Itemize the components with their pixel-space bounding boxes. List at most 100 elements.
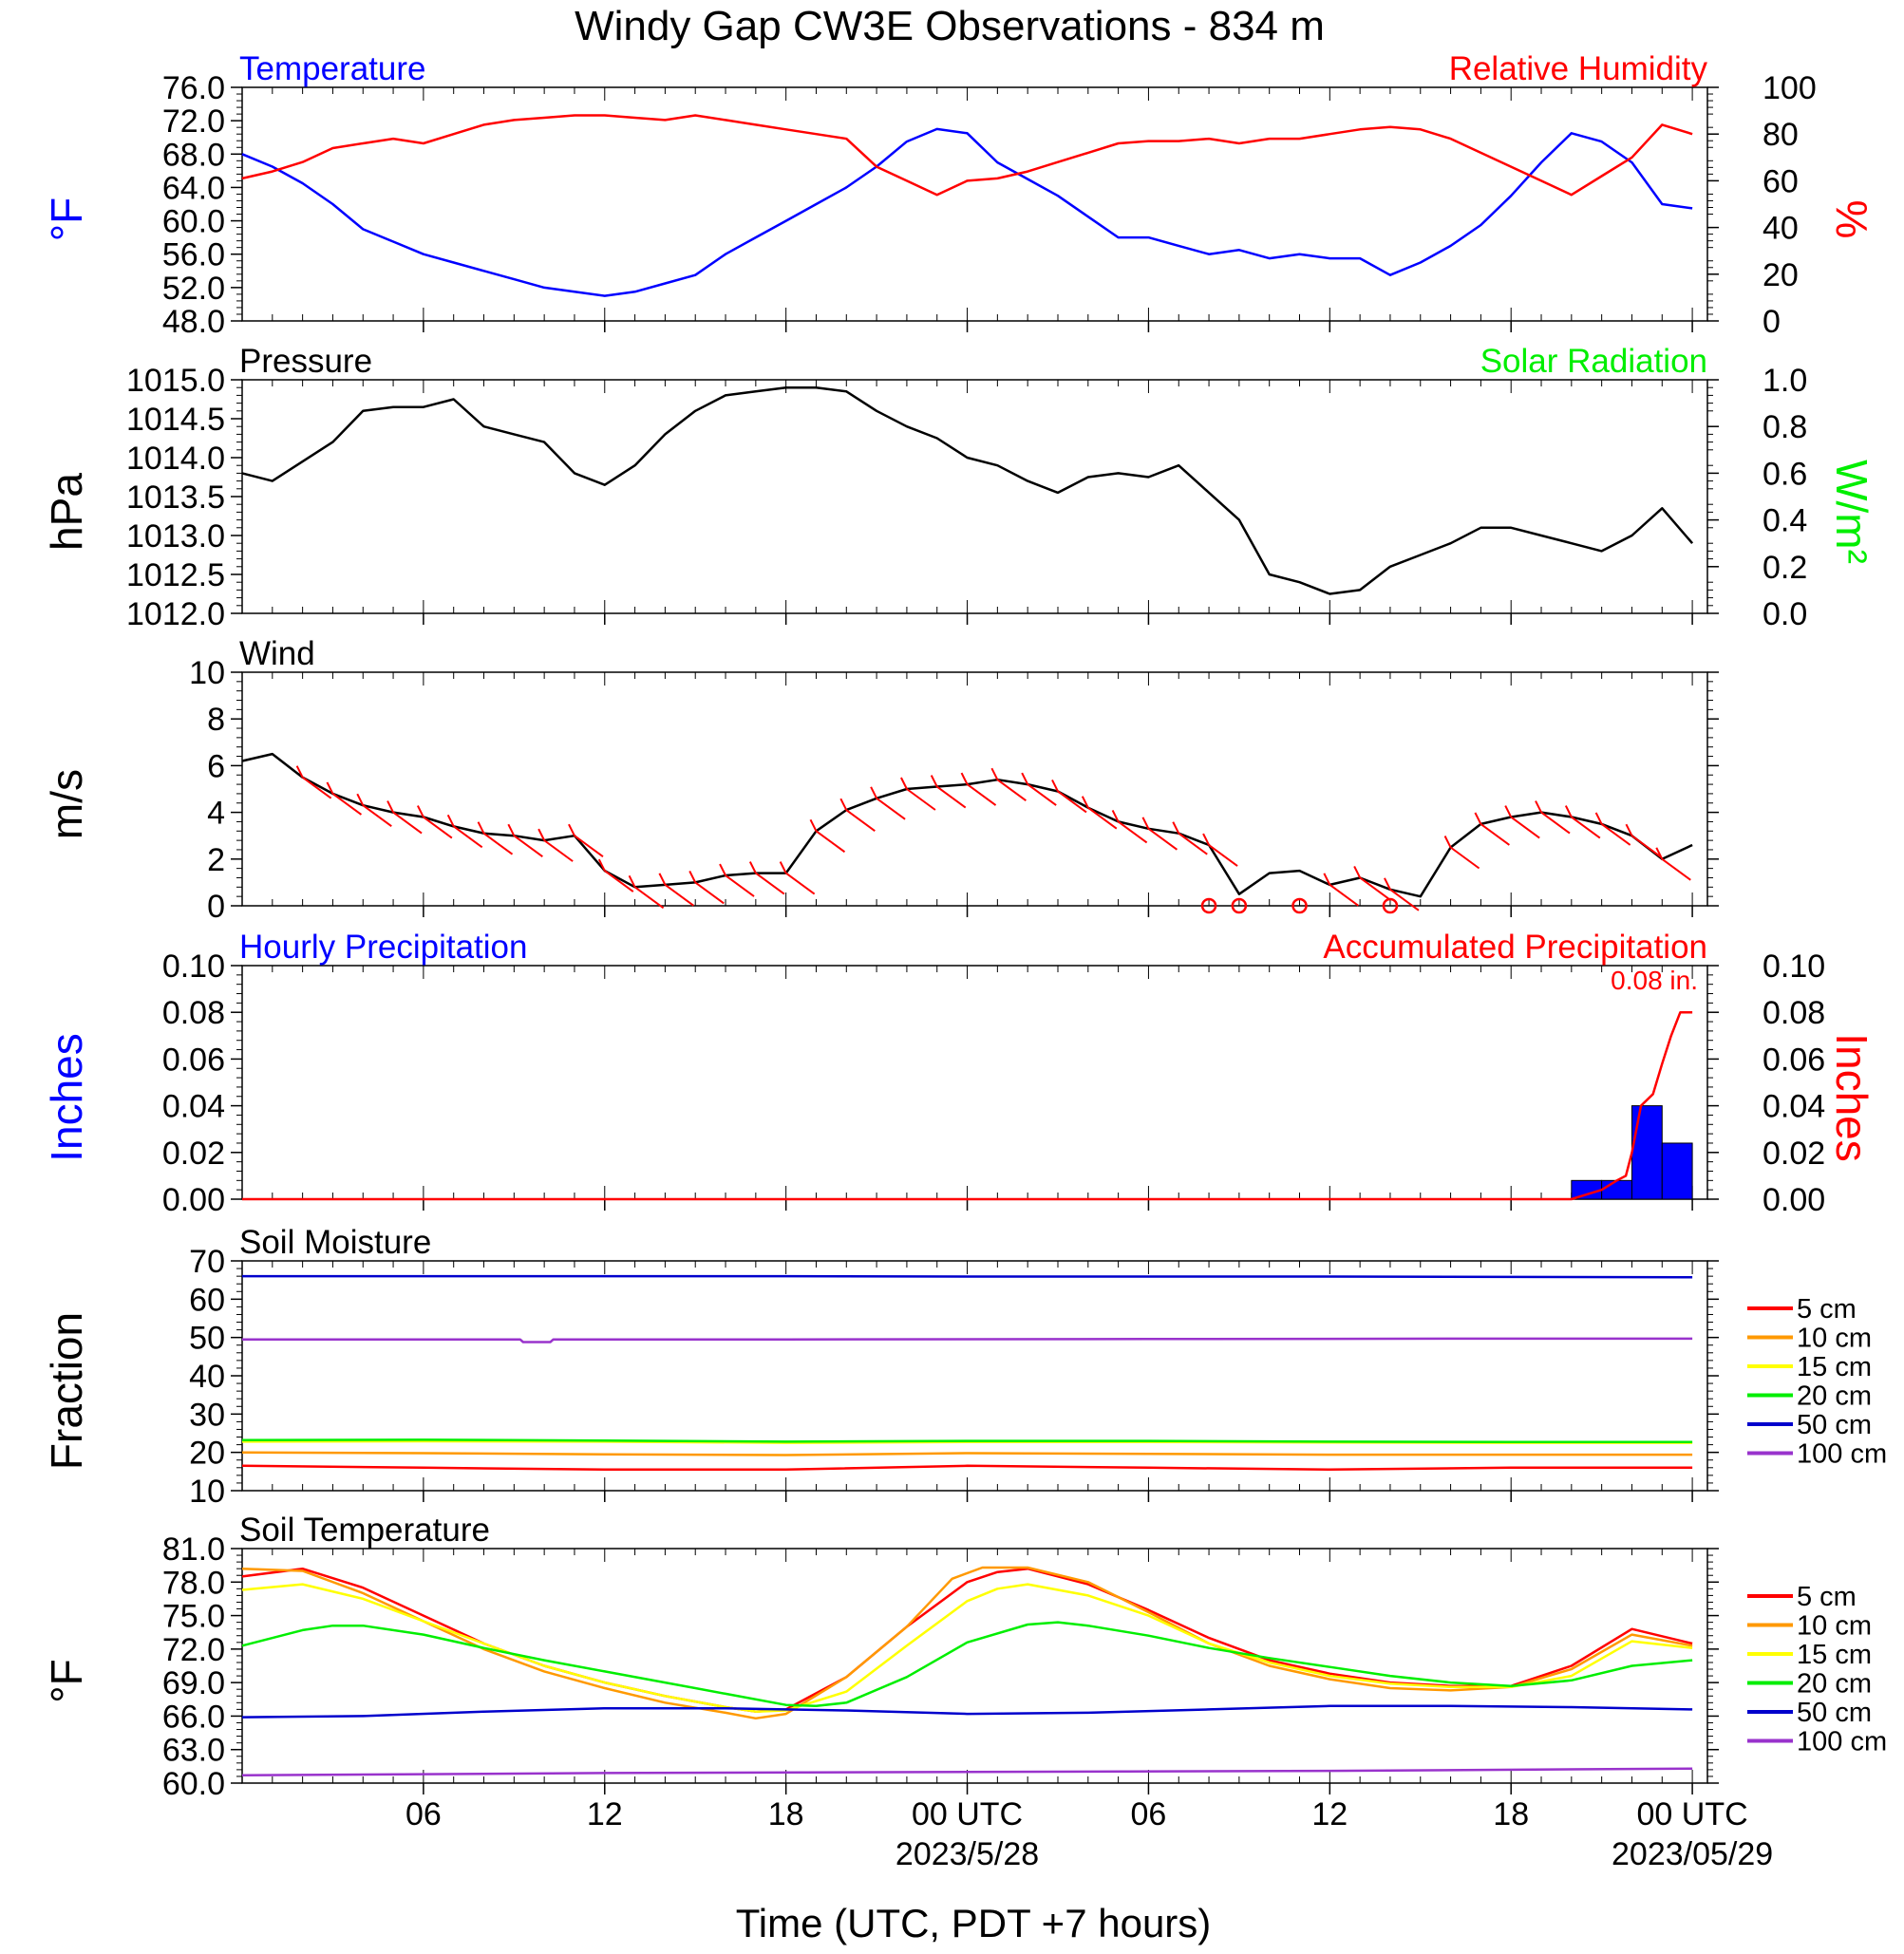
y-right-tick-label: 0.06	[1763, 1042, 1825, 1078]
wind-barb-flag	[1564, 805, 1573, 817]
wind-barb-flag	[900, 777, 908, 790]
y-right-tick-label: 0	[1763, 304, 1781, 340]
wind-barb-flag	[597, 858, 606, 872]
y-tick-label: 1012.5	[126, 557, 225, 593]
y-tick-label: 72.0	[162, 103, 225, 140]
y-tick-label: 10	[189, 1474, 225, 1510]
y-tick-label: 56.0	[162, 237, 225, 273]
precip-bar	[1661, 1142, 1693, 1200]
y-tick-label: 0.10	[162, 949, 225, 985]
wind-barb-flag	[748, 861, 757, 874]
x-date-label: 2023/5/28	[895, 1836, 1039, 1872]
wind-barb	[1661, 857, 1691, 881]
wind-barb	[1087, 806, 1118, 830]
panel-frame	[241, 965, 1708, 1200]
y-right-tick-label: 0.04	[1763, 1089, 1825, 1125]
wind-barb-flag	[1655, 847, 1664, 860]
panel-right-title: Accumulated Precipitation	[1323, 929, 1707, 966]
y-tick-label: 1014.0	[126, 441, 225, 477]
chart-title: Windy Gap CW3E Observations - 834 m	[575, 3, 1325, 49]
wind-barb-flag	[990, 767, 999, 780]
wind-barb-flag	[960, 772, 969, 785]
y-tick-label: 6	[207, 748, 225, 784]
series-line-20-cm	[241, 1621, 1693, 1708]
wind-barb	[1178, 832, 1208, 855]
wind-barb-flag	[1111, 809, 1120, 822]
accumulated-total-label: 0.08 in.	[1611, 966, 1698, 995]
y-right-tick-label: 0.0	[1763, 596, 1807, 632]
wind-barb	[1449, 846, 1480, 870]
y-tick-label: 0.04	[162, 1089, 225, 1125]
y-axis-label: m/s	[42, 769, 91, 839]
wind-barb-flag	[628, 874, 636, 888]
calm-wind-circle	[1231, 897, 1248, 914]
y-right-tick-label: 1.0	[1763, 363, 1807, 399]
wind-barb-flag	[416, 805, 424, 817]
wind-barb-flag	[809, 818, 818, 832]
x-tick-label: 06	[1131, 1796, 1167, 1832]
wind-barb-flag	[446, 814, 455, 827]
y-tick-label: 30	[189, 1397, 225, 1433]
series-line-10-cm	[241, 1451, 1693, 1456]
y-right-tick-label: 20	[1763, 257, 1799, 293]
legend-label: 100 cm	[1797, 1439, 1887, 1470]
wind-barb	[1027, 783, 1057, 806]
y-tick-label: 66.0	[162, 1699, 225, 1735]
panel-left-title: Wind	[239, 635, 315, 672]
wind-barb-flag	[507, 823, 516, 836]
y-right-axis-label: %	[1827, 200, 1876, 239]
wind-barb	[1329, 884, 1359, 907]
x-tick-label: 06	[405, 1796, 442, 1832]
wind-barb-flag	[1443, 836, 1452, 848]
y-right-tick-label: 0.4	[1763, 503, 1807, 539]
wind-barb-flag	[1323, 873, 1331, 886]
legend-label: 100 cm	[1797, 1727, 1887, 1757]
wind-barb	[876, 798, 906, 820]
wind-barb	[815, 830, 846, 854]
y-right-tick-label: 0.00	[1763, 1182, 1825, 1218]
panel-wind: 0 2 4 6 8 10 Wind m/s	[42, 635, 1719, 925]
y-axis-label: °F	[42, 197, 91, 242]
wind-barb-flag	[1141, 817, 1150, 830]
panel-temp_rh: 48.052.056.060.064.068.072.076.0 0 20 40 60 8…	[42, 50, 1876, 340]
wind-barb-flag	[537, 828, 546, 841]
series-line-100-cm	[242, 1337, 1693, 1343]
wind-barb-flag	[477, 821, 485, 835]
wind-barb-flag	[688, 870, 697, 883]
wind-barb-flag	[1504, 805, 1513, 817]
series-line-50-cm	[242, 1274, 1693, 1279]
y-tick-label: 1013.5	[126, 479, 225, 516]
wind-barb-flag	[719, 863, 726, 876]
wind-barb	[453, 825, 483, 849]
y-tick-label: 4	[207, 796, 225, 832]
y-tick-label: 70	[189, 1244, 225, 1280]
x-tick-label: 18	[768, 1796, 804, 1832]
wind-barb	[423, 816, 453, 839]
y-tick-label: 0	[207, 889, 225, 925]
y-tick-label: 60	[189, 1282, 225, 1318]
wind-barb-flag	[1081, 796, 1089, 809]
y-tick-label: 69.0	[162, 1665, 225, 1701]
wind-barb-flag	[1535, 800, 1542, 814]
y-tick-label: 1012.0	[126, 596, 225, 632]
panel-frame	[241, 671, 1708, 907]
y-right-tick-label: 0.6	[1763, 456, 1807, 492]
y-right-axis-label: W/m²	[1827, 460, 1876, 564]
legend-label: 10 cm	[1797, 1611, 1872, 1642]
panel-left-title: Pressure	[239, 343, 372, 380]
x-axis: 06 12 18 00 UTC 2023/5/28 06 12 18 00 UTC 2023/05…	[405, 1796, 1773, 1872]
y-tick-label: 78.0	[162, 1565, 225, 1601]
wind-barb	[482, 832, 514, 855]
panel-left-title: Soil Moisture	[239, 1224, 431, 1261]
series-line-0	[242, 1010, 1693, 1201]
series-line-0	[241, 752, 1693, 898]
wind-barb	[785, 872, 816, 895]
wind-barb-flag	[1384, 877, 1391, 891]
wind-barb	[1540, 811, 1571, 835]
y-tick-label: 68.0	[162, 137, 225, 173]
y-tick-label: 63.0	[162, 1733, 225, 1769]
y-tick-label: 8	[207, 702, 225, 738]
wind-barb	[664, 884, 694, 907]
panel-soil_temp: 60.063.066.069.072.075.078.081.0 Soil Tem…	[42, 1512, 1887, 1802]
panel-left-title: Hourly Precipitation	[239, 929, 527, 966]
